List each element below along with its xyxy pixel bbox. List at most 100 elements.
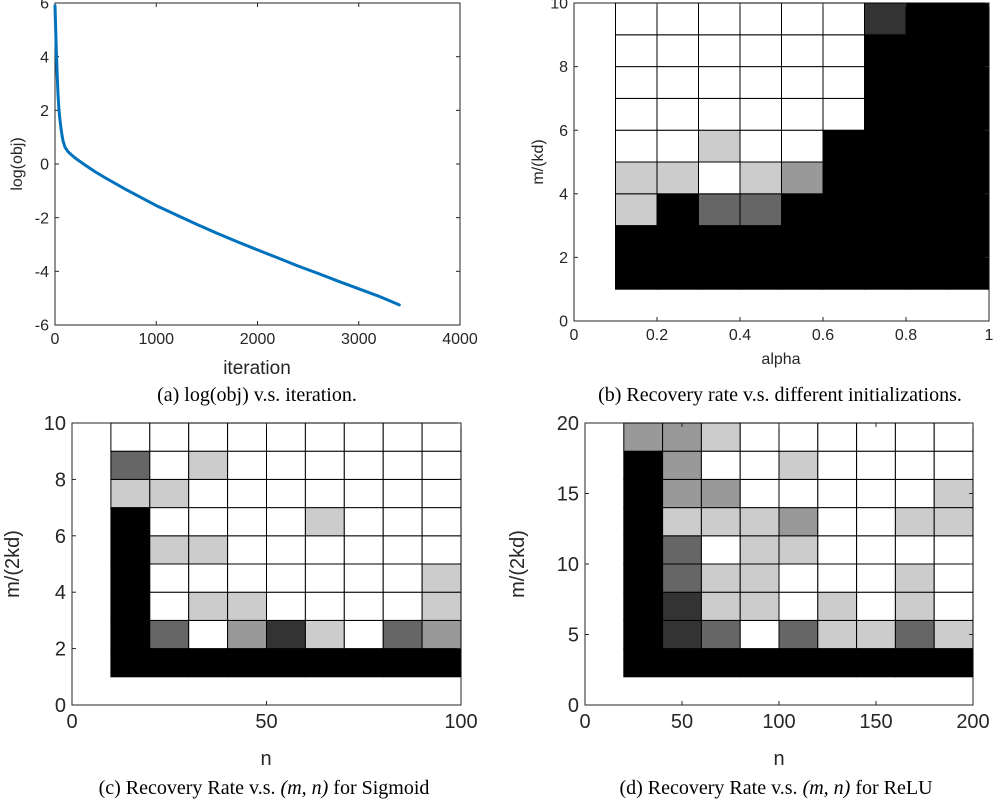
panel-d-cell xyxy=(739,478,780,509)
panel-d-cell xyxy=(817,478,858,509)
panel-b-cell xyxy=(698,256,741,290)
panel-c-cells xyxy=(110,422,462,678)
panel-b-cell xyxy=(656,193,699,227)
panel-d-xtick-label: 150 xyxy=(859,711,892,733)
panel-d-cell xyxy=(894,422,935,452)
panel-c-cell xyxy=(343,535,384,565)
panel-c-cell xyxy=(343,591,384,621)
panel-d-cell xyxy=(739,648,780,678)
panel-d-cell xyxy=(778,563,819,593)
panel-d-cell xyxy=(817,422,858,452)
panel-a-ylabel: log(obj) xyxy=(9,137,26,190)
panel-c-cell xyxy=(188,478,229,509)
panel-b-cell xyxy=(947,161,990,195)
panel-c-ytick-label: 10 xyxy=(44,413,66,435)
panel-c-cell xyxy=(382,648,423,678)
panel-c-cell xyxy=(227,591,268,621)
panel-c-cell xyxy=(266,507,306,537)
panel-d-xtick-label: 0 xyxy=(579,711,590,733)
panel-d-cell xyxy=(817,450,858,480)
panel-c-cell xyxy=(421,648,462,678)
panel-b-ytick-label: 0 xyxy=(559,314,568,331)
panel-b-cell xyxy=(905,129,948,163)
panel-c-cell xyxy=(266,591,306,621)
panel-d-cell xyxy=(894,563,935,593)
panel-b-xtick-label: 0.2 xyxy=(646,327,668,344)
panel-c-cell xyxy=(110,591,151,621)
panel-b-cell xyxy=(698,129,741,163)
panel-c-cell xyxy=(343,478,384,509)
panel-c-cell xyxy=(188,450,229,480)
panel-d-cell xyxy=(700,507,741,537)
panel-d-cell xyxy=(623,563,664,593)
panel-b-cell xyxy=(781,129,824,163)
panel-d-cell xyxy=(739,450,780,480)
panel-d-cell xyxy=(817,535,858,565)
panel-a-ytick-label: 4 xyxy=(40,49,49,66)
panel-c-cell xyxy=(304,648,345,678)
panel-b-cell xyxy=(698,193,741,227)
panel-c-cell xyxy=(149,478,190,509)
panel-b-cells xyxy=(615,2,990,290)
panel-c-caption: (c) Recovery Rate v.s. (m, n) for Sigmoi… xyxy=(99,777,430,799)
panel-d-cell xyxy=(894,591,935,621)
panel-c-cell xyxy=(227,478,268,509)
panel-a-line-chart: 0 1000 2000 3000 4000 -6 -4 -2 0 2 4 6 iteration lo… xyxy=(9,0,478,406)
panel-c-cell xyxy=(266,563,306,593)
panel-d-cell xyxy=(817,591,858,621)
panel-b-cell xyxy=(864,161,907,195)
panel-c-cell xyxy=(227,563,268,593)
panel-d-cells xyxy=(623,422,974,678)
panel-d-ytick-label: 15 xyxy=(557,484,579,506)
panel-c-cell xyxy=(421,450,462,480)
panel-d-cell xyxy=(778,648,819,678)
panel-b-cell xyxy=(781,2,824,36)
panel-c-cell xyxy=(188,648,229,678)
panel-c-cell xyxy=(421,563,462,593)
panel-b-cell xyxy=(822,97,865,131)
panel-c-caption-text: (c) Recovery Rate v.s. xyxy=(99,777,276,799)
panel-d-cell xyxy=(662,619,702,650)
panel-d-cell xyxy=(817,619,858,650)
panel-d-cell xyxy=(623,535,664,565)
panel-b-cell xyxy=(739,256,782,290)
panel-b-cell xyxy=(656,225,699,258)
panel-d-cell xyxy=(623,507,664,537)
panel-d-cell xyxy=(817,648,858,678)
panel-d-cell xyxy=(700,591,741,621)
panel-d-cell xyxy=(778,507,819,537)
panel-d-cell xyxy=(856,648,896,678)
panel-d-cell xyxy=(778,535,819,565)
panel-a-plot-area xyxy=(54,2,461,326)
panel-d-cell xyxy=(739,422,780,452)
panel-d-cell xyxy=(856,478,896,509)
panel-c-cell xyxy=(304,619,345,650)
panel-a-ytick-label: -6 xyxy=(35,318,49,335)
panel-b-cell xyxy=(864,225,907,258)
panel-b-cell xyxy=(615,66,658,99)
panel-d-caption: (d) Recovery Rate v.s. (m, n) for ReLU xyxy=(619,777,933,799)
panel-d-cell xyxy=(856,563,896,593)
panel-b-cell xyxy=(615,97,658,131)
panel-b-cell xyxy=(698,97,741,131)
panel-c-cell xyxy=(304,591,345,621)
panel-b-cell xyxy=(698,161,741,195)
panel-b-caption: (b) Recovery rate v.s. different initial… xyxy=(598,384,962,406)
panel-b-cell xyxy=(698,2,741,36)
panel-d-cell xyxy=(700,619,741,650)
panel-d-cell xyxy=(894,535,935,565)
panel-b-cell xyxy=(864,256,907,290)
panel-c-cell xyxy=(382,563,423,593)
panel-c-cell xyxy=(304,450,345,480)
panel-c-ytick-label: 8 xyxy=(55,469,66,491)
panel-b-cell xyxy=(615,129,658,163)
panel-c-ytick-label: 6 xyxy=(55,526,66,548)
panel-a-caption: (a) log(obj) v.s. iteration. xyxy=(157,384,357,406)
panel-b-cell xyxy=(739,129,782,163)
panel-b-cell xyxy=(822,66,865,99)
panel-c-ylabel: m/(2kd) xyxy=(2,530,24,598)
panel-b-cell xyxy=(822,225,865,258)
panel-d-cell xyxy=(662,507,702,537)
panel-c-cell xyxy=(110,450,151,480)
panel-a-ytick-label: 0 xyxy=(40,157,49,174)
